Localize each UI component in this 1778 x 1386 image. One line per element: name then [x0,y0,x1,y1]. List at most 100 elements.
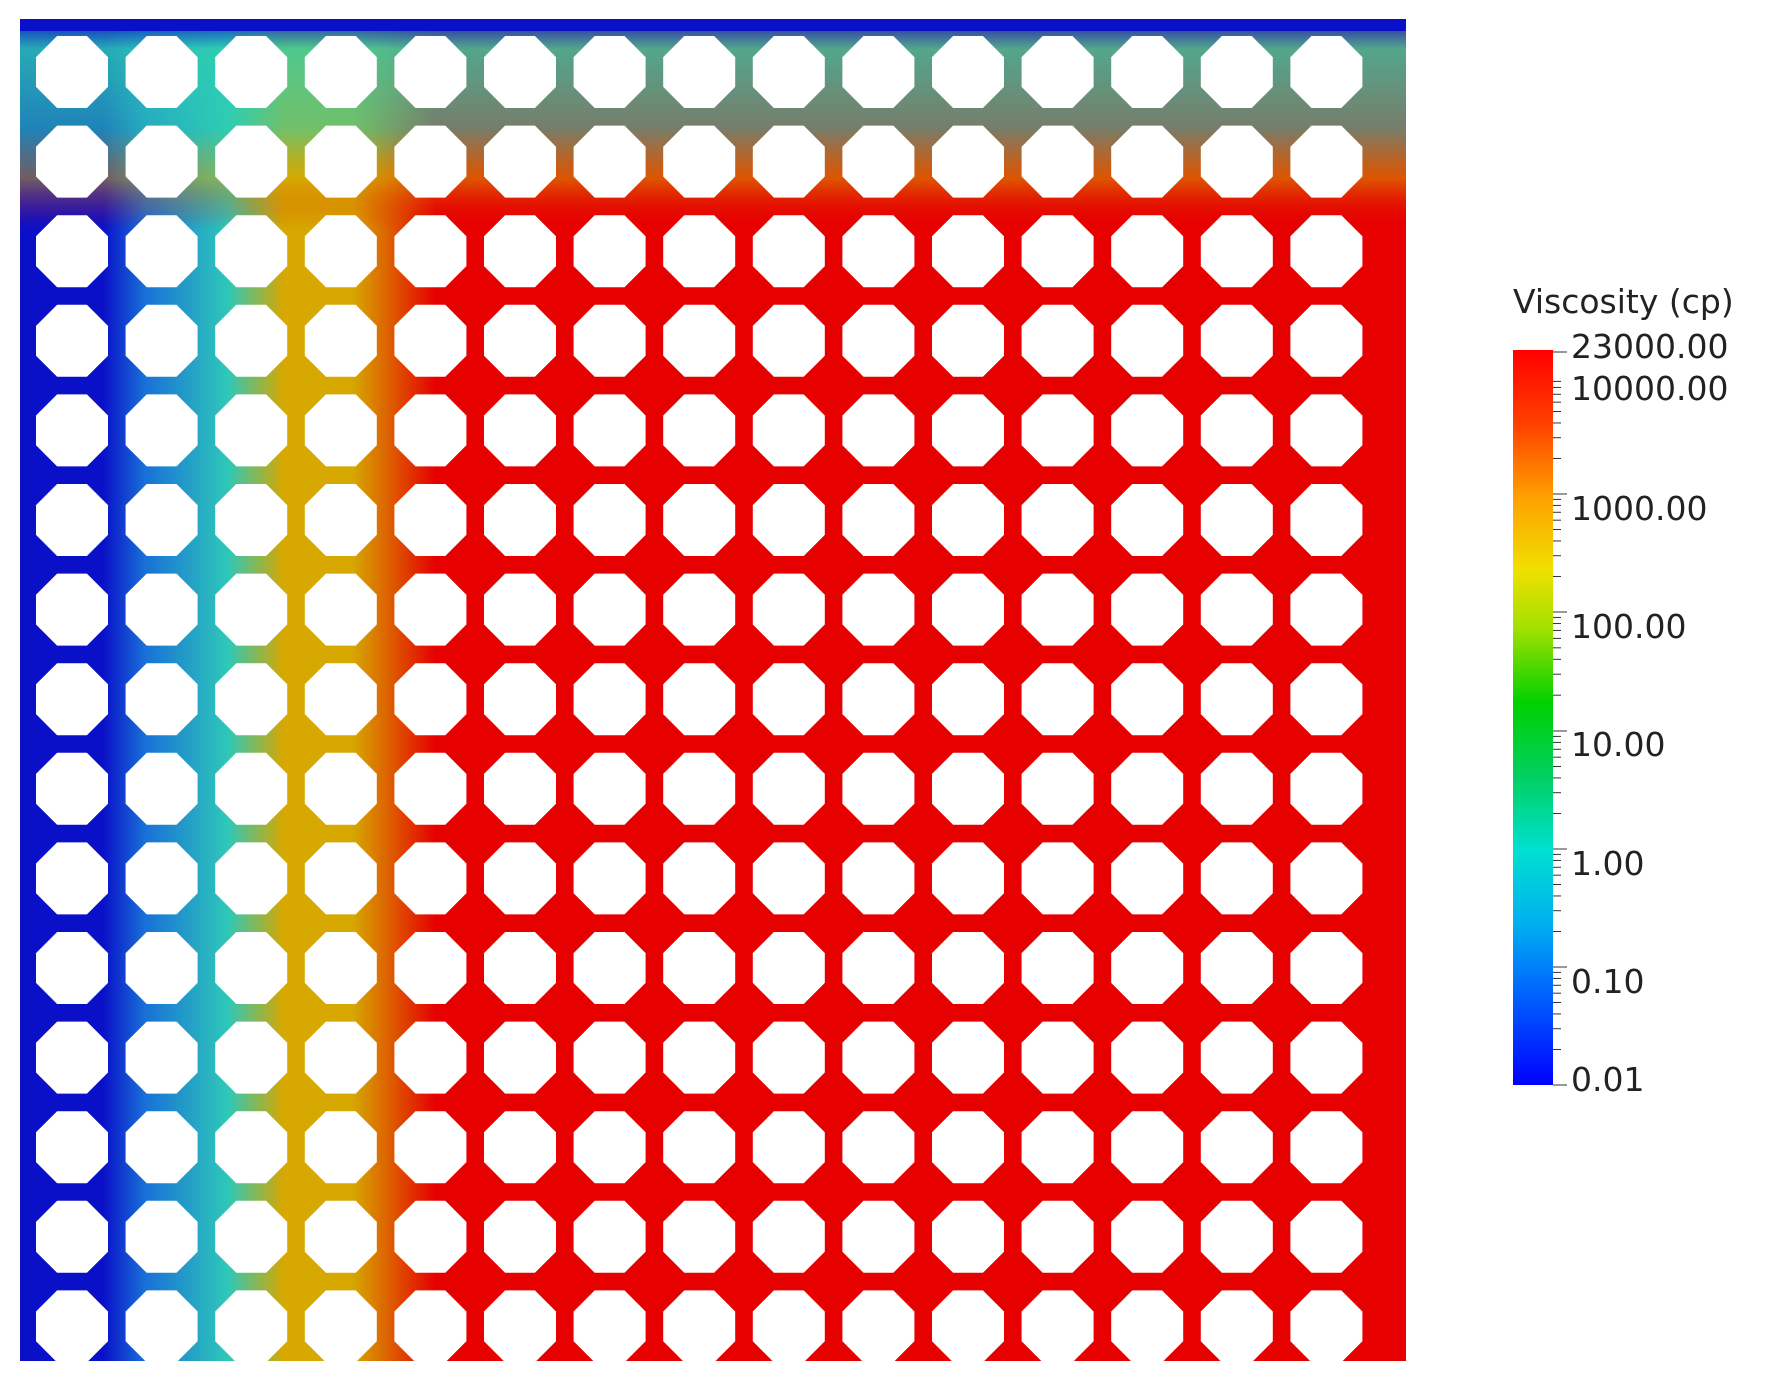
obstacle [125,842,198,915]
obstacle [36,394,108,467]
obstacle [484,663,556,736]
obstacle [752,663,825,736]
obstacle [304,36,377,108]
obstacle [36,484,108,556]
obstacle [842,1021,915,1094]
obstacle [932,215,1004,288]
obstacle [1021,36,1094,108]
obstacle [484,394,556,467]
obstacle [842,125,915,198]
obstacle [484,36,556,108]
obstacle [663,394,736,467]
obstacle [215,1111,288,1184]
obstacle [1111,36,1184,108]
obstacle [1200,663,1273,736]
obstacle [304,663,377,736]
obstacle [1200,573,1273,646]
obstacle [36,215,108,288]
obstacle [215,1200,288,1273]
obstacle [1021,1021,1094,1094]
obstacle [125,1290,198,1363]
obstacle [484,842,556,915]
obstacle [125,125,198,198]
obstacle [484,1021,556,1094]
obstacle [663,484,736,556]
obstacle [1021,842,1094,915]
obstacle [125,215,198,288]
obstacle [1200,1200,1273,1273]
obstacle [573,663,646,736]
obstacle [1290,484,1363,556]
obstacle [215,215,288,288]
obstacle [1021,663,1094,736]
obstacle [1111,1290,1184,1363]
obstacle [1021,932,1094,1004]
obstacle [304,1021,377,1094]
obstacle [932,484,1004,556]
obstacle [1290,663,1363,736]
obstacle [842,394,915,467]
obstacle [573,394,646,467]
obstacle [125,573,198,646]
obstacle [752,394,825,467]
obstacle [394,125,467,198]
obstacle [1290,1200,1363,1273]
obstacle [932,1111,1004,1184]
obstacle [663,304,736,377]
obstacle [842,932,915,1004]
obstacle [215,1290,288,1363]
obstacle [842,484,915,556]
colorbar-label-1000: 1000.00 [1571,489,1707,528]
obstacle [842,1290,915,1363]
obstacle [215,663,288,736]
obstacle [932,36,1004,108]
obstacle [1111,484,1184,556]
obstacle [394,1200,467,1273]
obstacle [215,1021,288,1094]
obstacle [36,1111,108,1184]
obstacle [1021,394,1094,467]
obstacle-grid [36,36,1363,1363]
obstacle [304,394,377,467]
obstacle [394,573,467,646]
obstacle [304,1200,377,1273]
obstacle [36,663,108,736]
obstacle [663,1111,736,1184]
obstacle [1021,573,1094,646]
obstacle [663,1021,736,1094]
obstacle [394,36,467,108]
obstacle [484,752,556,825]
obstacle [36,573,108,646]
obstacle [1021,484,1094,556]
obstacle [573,573,646,646]
obstacle [573,1021,646,1094]
obstacle [1200,1111,1273,1184]
obstacle [125,304,198,377]
obstacle [215,394,288,467]
colorbar-label-1: 1.00 [1571,844,1644,883]
obstacle [663,125,736,198]
obstacle [394,304,467,377]
obstacle [663,1200,736,1273]
obstacle [304,484,377,556]
obstacle [484,932,556,1004]
obstacle [1111,573,1184,646]
obstacle [304,304,377,377]
obstacle [573,215,646,288]
obstacle [842,215,915,288]
obstacle [36,304,108,377]
obstacle [932,125,1004,198]
colorbar-label-10: 10.00 [1571,725,1665,764]
obstacle [752,1290,825,1363]
obstacle [663,1290,736,1363]
obstacle [1200,932,1273,1004]
obstacle [1111,842,1184,915]
obstacle [304,1111,377,1184]
obstacle [215,36,288,108]
obstacle [1290,125,1363,198]
obstacle [932,663,1004,736]
obstacle [663,752,736,825]
obstacle [1200,304,1273,377]
obstacle [125,394,198,467]
obstacle [394,1111,467,1184]
